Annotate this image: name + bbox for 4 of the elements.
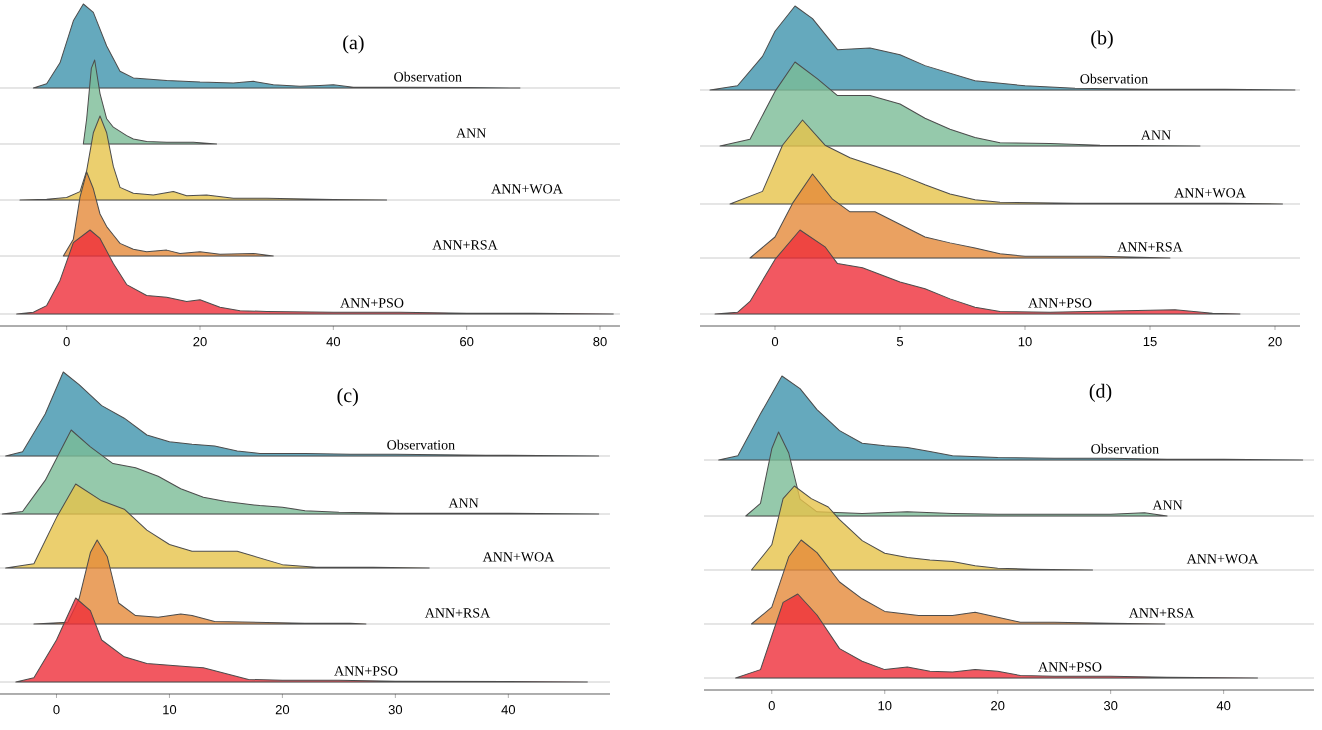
text: (a) [343, 35, 364, 54]
chart-title: (d) [1089, 383, 1112, 402]
text: (c) [337, 388, 358, 407]
text: (b) [1091, 30, 1113, 49]
